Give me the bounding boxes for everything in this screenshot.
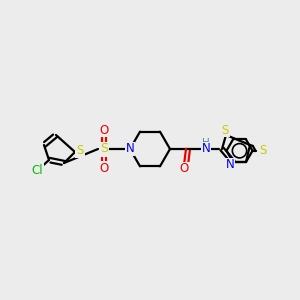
Text: S: S — [221, 124, 229, 136]
Text: Cl: Cl — [31, 164, 43, 176]
Text: H: H — [202, 138, 210, 148]
Text: O: O — [99, 124, 109, 136]
Text: S: S — [76, 145, 84, 158]
Text: O: O — [99, 161, 109, 175]
Text: N: N — [226, 158, 234, 172]
Text: O: O — [179, 163, 189, 176]
Text: S: S — [100, 142, 108, 155]
Text: N: N — [126, 142, 134, 155]
Text: S: S — [259, 144, 266, 157]
Text: N: N — [202, 142, 210, 155]
